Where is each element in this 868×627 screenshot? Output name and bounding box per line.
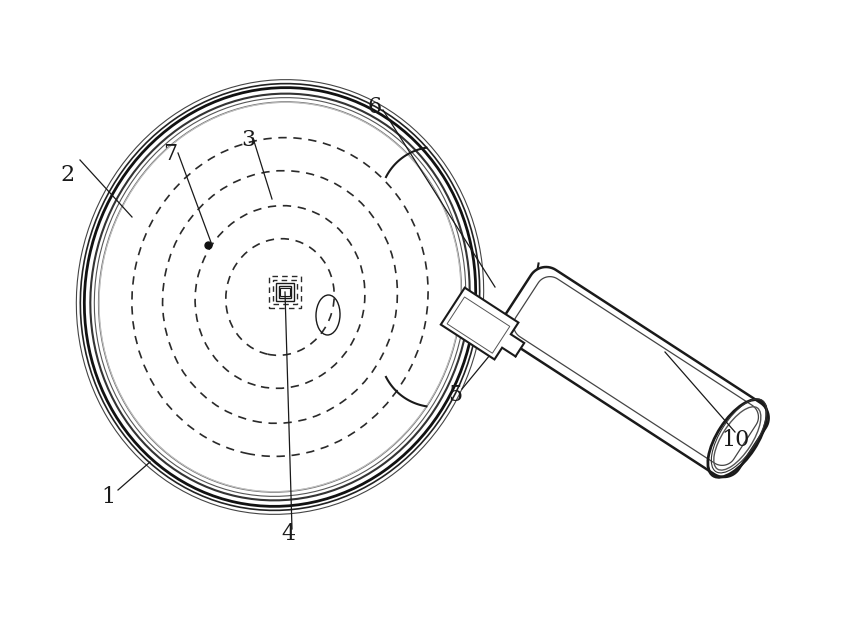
Text: 10: 10 [720, 429, 749, 451]
Text: 3: 3 [241, 129, 255, 151]
Text: 5: 5 [448, 384, 462, 406]
Text: 1: 1 [101, 486, 115, 508]
FancyBboxPatch shape [280, 288, 290, 296]
Polygon shape [502, 267, 769, 477]
Ellipse shape [99, 103, 461, 492]
Polygon shape [441, 288, 524, 359]
Text: 2: 2 [61, 164, 75, 186]
Text: 4: 4 [281, 523, 295, 545]
Text: 6: 6 [368, 96, 382, 118]
Text: 7: 7 [163, 143, 177, 165]
